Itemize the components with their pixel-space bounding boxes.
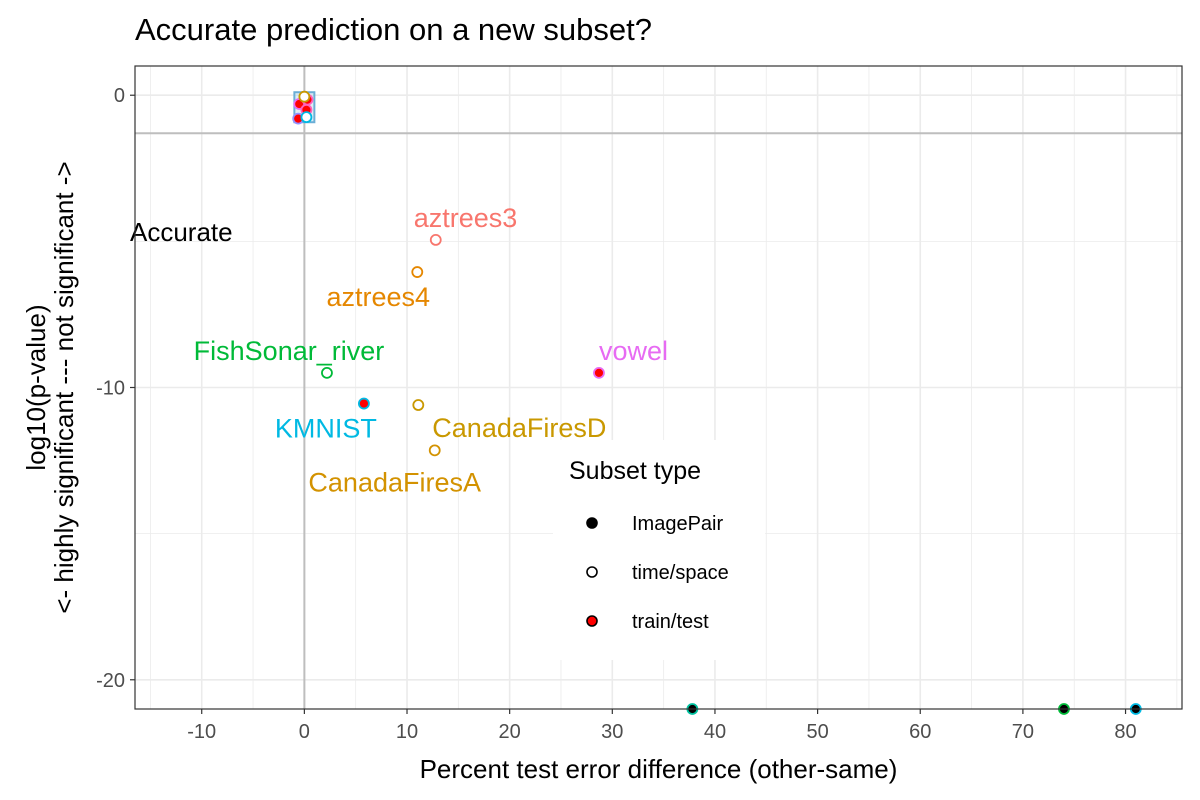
x-tick-label: 30 bbox=[601, 721, 623, 743]
data-point bbox=[593, 366, 605, 379]
y-tick-label: 0 bbox=[114, 85, 125, 107]
point-label: CanadaFiresA bbox=[308, 467, 481, 497]
x-tick-label: 60 bbox=[909, 721, 931, 743]
legend-label: time/space bbox=[632, 562, 729, 584]
legend-items: ImagePair time/space train/test bbox=[586, 513, 729, 633]
legend-title: Subset type bbox=[569, 457, 701, 485]
x-tick-label: -10 bbox=[187, 721, 216, 743]
cluster-point bbox=[298, 90, 311, 103]
point-label: aztrees4 bbox=[326, 282, 430, 312]
chart-title: Accurate prediction on a new subset? bbox=[135, 12, 652, 47]
data-point bbox=[411, 266, 424, 278]
legend-label: train/test bbox=[632, 611, 709, 633]
accurate-annotation: Accurate bbox=[130, 217, 233, 247]
legend-label: ImagePair bbox=[632, 513, 723, 535]
data-point bbox=[429, 234, 442, 246]
data-point bbox=[428, 444, 441, 457]
accurate-cluster bbox=[292, 90, 316, 125]
point-label: vowel bbox=[599, 336, 668, 366]
y-tick-label: -10 bbox=[96, 378, 125, 400]
y-axis-title-line2: <- highly significant --- not significan… bbox=[49, 161, 79, 613]
data-point bbox=[358, 397, 370, 410]
axis-ticks: -10 0 10 20 30 40 50 60 70 80 0 -10 -20 bbox=[96, 85, 1137, 743]
y-axis-title-line1: log10(p-value) bbox=[21, 304, 51, 470]
x-tick-label: 0 bbox=[299, 721, 310, 743]
point-label: aztrees3 bbox=[414, 203, 518, 233]
legend: Subset type ImagePair time/space train/tes… bbox=[553, 440, 765, 660]
x-tick-label: 50 bbox=[806, 721, 828, 743]
legend-key bbox=[586, 517, 598, 529]
x-tick-label: 20 bbox=[499, 721, 521, 743]
cluster-point bbox=[300, 111, 313, 124]
point-label: KMNIST bbox=[275, 414, 377, 444]
data-point bbox=[321, 366, 333, 379]
point-label: CanadaFiresD bbox=[432, 413, 606, 443]
reference-lines bbox=[135, 66, 1182, 709]
point-label: FishSonar_river bbox=[194, 336, 385, 366]
data-point bbox=[412, 399, 425, 411]
x-axis-title: Percent test error difference (other-sam… bbox=[420, 754, 898, 784]
y-tick-label: -20 bbox=[96, 670, 125, 692]
x-tick-label: 80 bbox=[1114, 721, 1136, 743]
x-tick-label: 40 bbox=[704, 721, 726, 743]
legend-key bbox=[586, 566, 598, 578]
x-tick-label: 10 bbox=[396, 721, 418, 743]
x-tick-label: 70 bbox=[1012, 721, 1034, 743]
legend-key bbox=[586, 615, 598, 627]
point-labels: aztrees3 aztrees4 FishSonar_river vowel KMNI… bbox=[194, 203, 668, 497]
